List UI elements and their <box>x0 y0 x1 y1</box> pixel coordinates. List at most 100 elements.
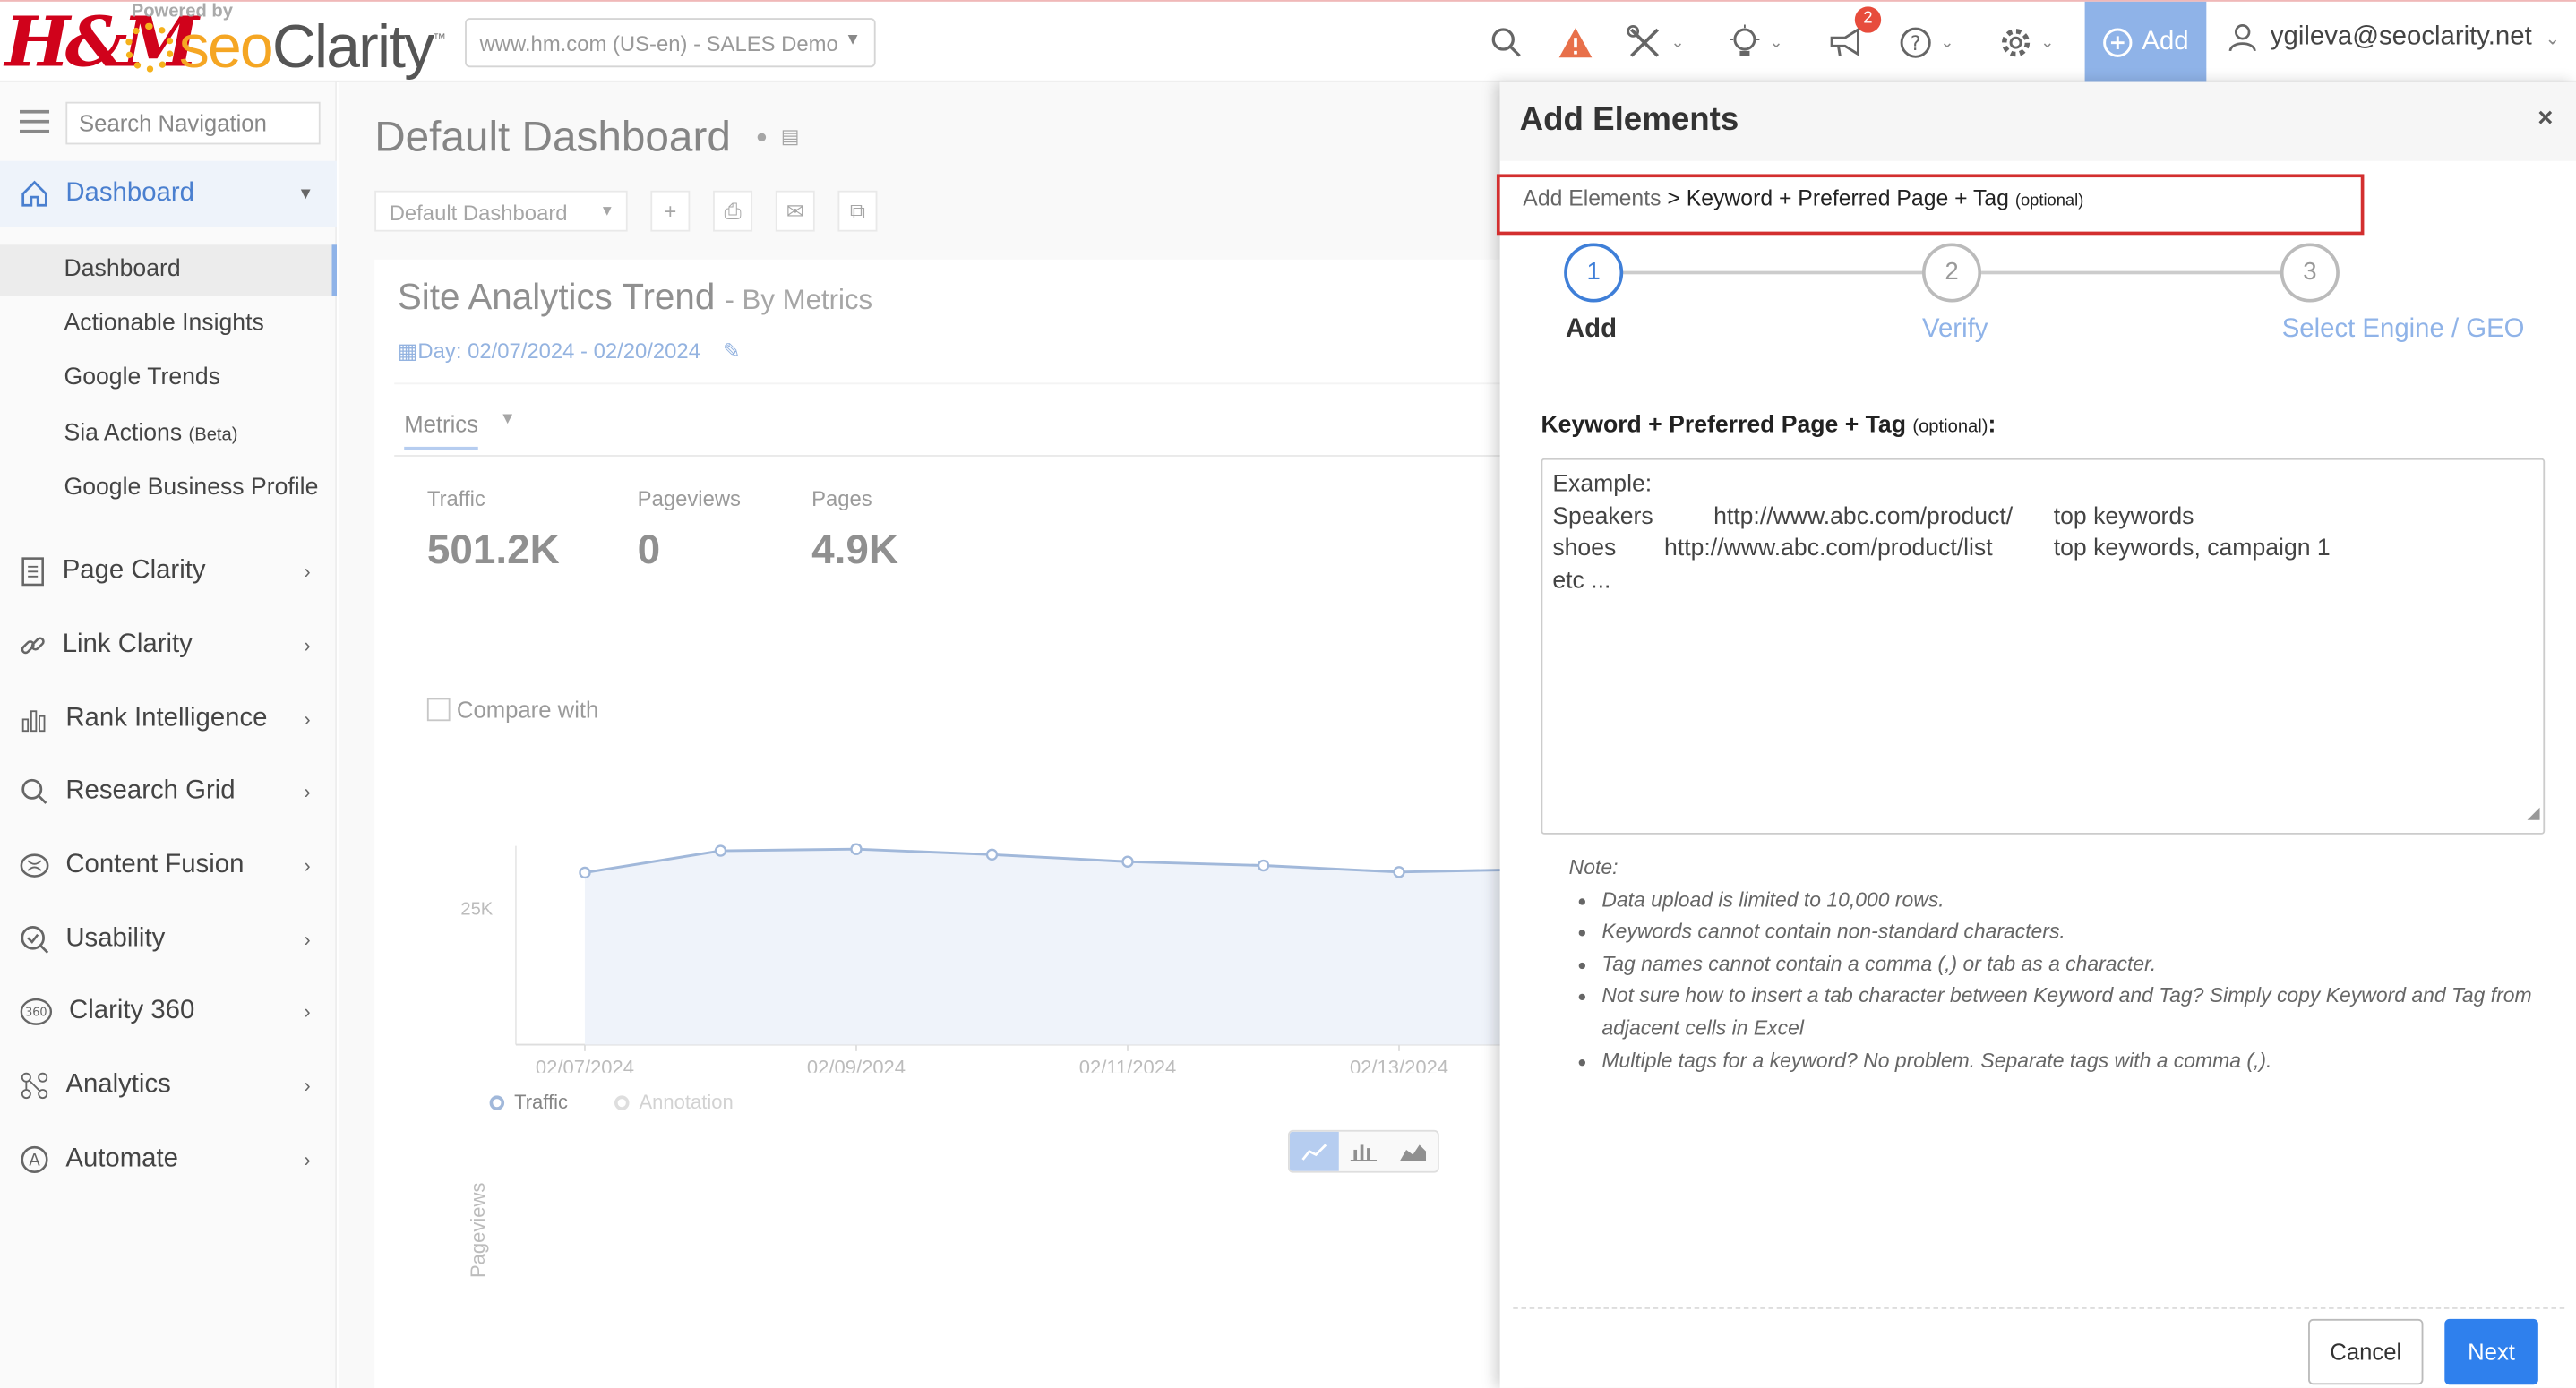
checkbox[interactable] <box>426 698 451 722</box>
area-chart-button[interactable] <box>1387 1131 1438 1171</box>
chevron-right-icon: › <box>304 1074 311 1098</box>
tab-metrics[interactable]: Metrics <box>404 411 478 450</box>
metrics-tab-bar: Metrics ▼ <box>394 382 1525 457</box>
area-chart-icon <box>1399 1144 1427 1161</box>
chevron-down-icon: ⌄ <box>2040 33 2055 52</box>
help-menu[interactable]: ? ⌄ <box>1899 23 1954 63</box>
close-icon[interactable]: × <box>2537 105 2554 133</box>
kpi-pages: Pages 4.9K <box>811 486 898 575</box>
page-title: Default Dashboard <box>374 111 731 161</box>
plus-icon: + <box>664 198 677 224</box>
card-subtitle: - By Metrics <box>725 284 873 316</box>
notes-icon[interactable]: ▤ <box>780 124 800 149</box>
sidebar-item-automate[interactable]: A Automate › <box>0 1127 337 1192</box>
search-icon <box>1491 28 1521 57</box>
bar-chart-button[interactable] <box>1338 1131 1388 1171</box>
email-button[interactable]: ✉ <box>775 190 815 232</box>
legend-annotation[interactable]: Annotation <box>614 1091 734 1114</box>
next-button[interactable]: Next <box>2444 1318 2538 1385</box>
line-chart-button[interactable] <box>1289 1131 1339 1171</box>
breadcrumb-root[interactable]: Add Elements <box>1523 185 1662 210</box>
alert-button[interactable] <box>1558 23 1593 63</box>
sidebar-item-analytics[interactable]: Analytics › <box>0 1053 337 1118</box>
subnav-google-business-profile[interactable]: Google Business Profile <box>64 475 319 501</box>
add-widget-button[interactable]: + <box>650 190 691 232</box>
chevron-down-icon[interactable]: ▼ <box>499 410 516 429</box>
search-navigation-input[interactable]: Search Navigation <box>65 101 321 145</box>
traffic-point <box>1121 855 1134 868</box>
sidebar-item-dashboard[interactable]: Dashboard ▼ <box>0 160 338 227</box>
alert-icon <box>1558 28 1593 58</box>
traffic-point <box>850 843 863 855</box>
chevron-down-icon: ⌄ <box>1670 33 1685 52</box>
svg-text:?: ? <box>1911 33 1921 56</box>
dashboard-select[interactable]: Default Dashboard ▼ <box>374 190 628 232</box>
example-keyword: Speakers <box>1552 503 1653 530</box>
compare-with-checkbox[interactable]: Compare with <box>426 697 598 723</box>
subnav-actionable-insights[interactable]: Actionable Insights <box>64 310 264 338</box>
chevron-right-icon: › <box>304 853 311 878</box>
legend-dot <box>489 1094 505 1110</box>
traffic-area <box>584 849 1535 1045</box>
keywords-textarea[interactable]: Example: Speakers http://www.abc.com/pro… <box>1541 458 2546 835</box>
example-etc: etc ... <box>1552 567 1611 595</box>
chevron-right-icon: › <box>304 634 311 657</box>
subnav-google-trends[interactable]: Google Trends <box>64 364 221 391</box>
sidebar-item-rank-intelligence[interactable]: Rank Intelligence › <box>0 687 337 752</box>
chevron-down-icon: ⌄ <box>1940 33 1954 52</box>
line-chart-icon <box>1301 1144 1327 1161</box>
example-url: http://www.abc.com/product/list <box>1664 535 1993 562</box>
traffic-point <box>1257 859 1270 872</box>
analytics-nodes-icon <box>21 1072 48 1100</box>
sidebar-item-content-fusion[interactable]: Content Fusion › <box>0 833 337 898</box>
traffic-point <box>714 844 727 857</box>
sidebar-item-label: Content Fusion <box>65 851 245 879</box>
seoclarity-logo[interactable]: seoClarity ™ <box>125 13 446 81</box>
x-tick-label: 02/13/2024 <box>1350 1057 1448 1073</box>
settings-icon <box>2001 29 2031 57</box>
sidebar-item-label: Rank Intelligence <box>65 704 268 733</box>
sidebar-item-link-clarity[interactable]: Link Clarity › <box>0 613 337 678</box>
bar-chart-icon <box>1350 1144 1378 1161</box>
edit-icon[interactable]: ✎ <box>722 338 741 364</box>
step-3-indicator: 3 <box>2280 243 2340 303</box>
date-range[interactable]: ▦Day: 02/07/2024 - 02/20/2024 ✎ <box>398 338 741 364</box>
settings-menu[interactable]: ⌄ <box>1999 23 2054 63</box>
chevron-down-icon: ▼ <box>297 184 314 203</box>
search-button[interactable] <box>1490 23 1524 63</box>
copy-button[interactable]: ⧉ <box>837 190 878 232</box>
ideas-menu[interactable]: ⌄ <box>1729 23 1783 63</box>
print-button[interactable]: ⎙ <box>713 190 753 232</box>
logo-seo-text: seo <box>178 13 274 81</box>
legend-traffic[interactable]: Traffic <box>489 1091 568 1114</box>
field-label-text: Keyword + Preferred Page + Tag <box>1541 412 1906 439</box>
example-title: Example: <box>1552 471 1653 498</box>
legend-label: Annotation <box>639 1090 734 1114</box>
hamburger-menu-icon[interactable] <box>20 109 50 140</box>
automate-icon: A <box>21 1145 48 1173</box>
announcements-button[interactable]: 2 <box>1828 6 1882 63</box>
resize-grip-icon[interactable]: ◢ <box>2527 803 2540 823</box>
add-button[interactable]: Add <box>2084 1 2207 82</box>
subnav-dashboard[interactable]: Dashboard <box>0 244 338 296</box>
sidebar-item-page-clarity[interactable]: Page Clarity › <box>0 539 337 604</box>
sidebar-item-usability[interactable]: Usability › <box>0 906 337 972</box>
domain-select[interactable]: www.hm.com (US-en) - SALES Demo ▼ <box>465 18 876 68</box>
logo-clarity-text: Clarity <box>271 13 434 81</box>
x-tick-label: 02/09/2024 <box>807 1057 906 1073</box>
subnav-sia-actions[interactable]: Sia Actions (Beta) <box>0 409 337 460</box>
sidebar-item-clarity-360[interactable]: 360 Clarity 360 › <box>0 979 337 1044</box>
kpi-label: Pageviews <box>637 485 741 511</box>
user-menu[interactable]: ygileva@seoclarity.net ⌄ <box>2228 23 2560 53</box>
x-tick-label: 02/11/2024 <box>1079 1057 1176 1073</box>
help-circle-icon[interactable]: ● <box>755 124 769 149</box>
domain-select-value: www.hm.com (US-en) - SALES Demo <box>479 30 838 56</box>
chevron-right-icon: › <box>304 560 311 584</box>
date-range-text: Day: 02/07/2024 - 02/20/2024 <box>417 338 700 364</box>
sidebar-item-research-grid[interactable]: Research Grid › <box>0 758 337 824</box>
cancel-button[interactable]: Cancel <box>2308 1318 2424 1385</box>
tools-menu[interactable]: ⌄ <box>1627 23 1685 63</box>
powered-by-label: Powered by <box>131 1 233 21</box>
chevron-right-icon: › <box>304 928 311 952</box>
caret-down-icon: ▼ <box>844 30 862 50</box>
